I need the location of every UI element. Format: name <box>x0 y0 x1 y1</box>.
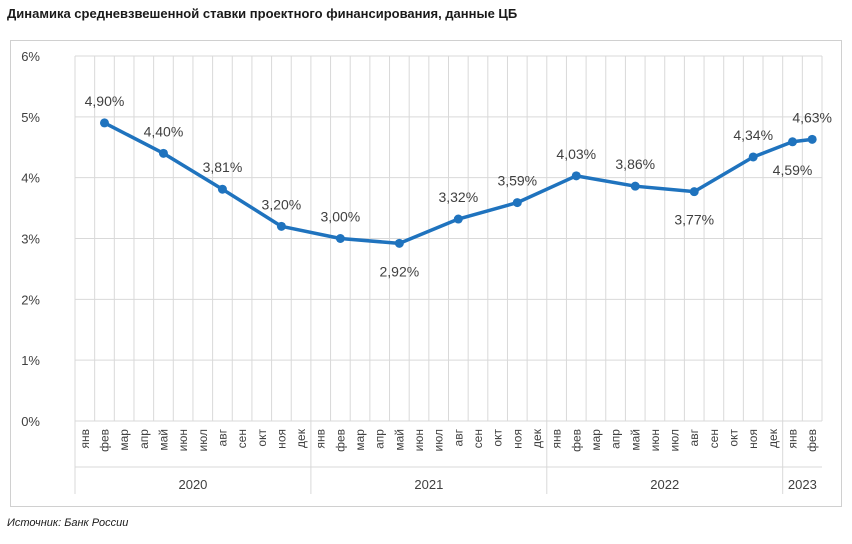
year-label: 2020 <box>178 477 207 492</box>
x-tick-label-month: янв <box>78 429 92 449</box>
chart-title: Динамика средневзвешенной ставки проектн… <box>7 6 518 21</box>
x-tick-label-month: окт <box>491 429 505 447</box>
x-tick-label-month: июн <box>176 429 190 451</box>
x-tick-label-month: авг <box>451 428 465 446</box>
x-tick-label-month: апр <box>609 429 623 449</box>
data-point <box>689 187 699 197</box>
data-point <box>571 171 581 181</box>
y-tick-label: 5% <box>21 110 40 125</box>
data-point <box>788 137 798 147</box>
x-tick-label-month: май <box>628 429 642 451</box>
x-tick-label-month: ноя <box>746 429 760 449</box>
data-point <box>512 198 522 208</box>
source-note: Источник: Банк России <box>7 517 129 529</box>
data-label: 3,59% <box>497 173 537 189</box>
x-tick-label-month: авг <box>215 428 229 446</box>
data-label: 3,32% <box>438 189 478 205</box>
data-point <box>807 134 817 144</box>
x-tick-label-month: сен <box>235 429 249 448</box>
x-tick-label-month: дек <box>530 428 544 448</box>
chart-frame <box>10 40 842 507</box>
x-tick-label-month: фев <box>569 429 583 452</box>
x-tick-label-month: июл <box>196 429 210 451</box>
x-tick-label-month: июн <box>412 429 426 451</box>
data-point <box>276 221 286 231</box>
year-label: 2021 <box>414 477 443 492</box>
x-tick-label-month: апр <box>137 429 151 449</box>
x-tick-label-month: окт <box>255 429 269 447</box>
data-label: 2,92% <box>380 263 420 279</box>
x-tick-label-month: ноя <box>274 429 288 449</box>
x-tick-label-month: ноя <box>510 429 524 449</box>
data-label: 3,20% <box>262 196 302 212</box>
data-label: 4,03% <box>556 146 596 162</box>
data-label: 4,59% <box>773 162 813 178</box>
data-point <box>335 234 345 243</box>
data-label: 4,63% <box>792 109 832 125</box>
data-label: 3,77% <box>674 212 714 228</box>
data-point <box>158 148 168 158</box>
x-tick-label-month: дек <box>294 428 308 448</box>
data-point <box>748 152 758 162</box>
y-tick-label: 6% <box>21 49 40 64</box>
y-tick-label: 0% <box>21 414 40 429</box>
x-tick-label-month: июл <box>668 429 682 451</box>
x-tick-label-month: дек <box>766 428 780 448</box>
y-tick-label: 4% <box>21 171 40 186</box>
x-tick-label-month: янв <box>786 429 800 449</box>
data-label: 3,81% <box>203 159 243 175</box>
x-tick-label-month: июн <box>648 429 662 451</box>
x-tick-label-month: июл <box>432 429 446 451</box>
year-label: 2022 <box>650 477 679 492</box>
data-label: 3,86% <box>615 156 655 172</box>
x-tick-label-month: апр <box>373 429 387 449</box>
x-tick-label-month: мар <box>353 429 367 451</box>
data-label: 4,90% <box>85 93 125 109</box>
x-tick-label-month: сен <box>471 429 485 448</box>
data-label: 4,34% <box>733 127 773 143</box>
x-tick-label-month: янв <box>314 429 328 449</box>
data-point <box>453 214 463 224</box>
x-tick-label-month: фев <box>805 429 819 452</box>
x-tick-label-month: янв <box>550 429 564 449</box>
data-point <box>394 238 404 248</box>
data-point <box>99 118 109 128</box>
series-line <box>102 121 814 246</box>
x-tick-label-month: май <box>156 429 170 451</box>
x-tick-label-month: авг <box>687 428 701 446</box>
x-tick-label-month: фев <box>333 429 347 452</box>
y-tick-label: 2% <box>21 292 40 307</box>
x-tick-label-month: фев <box>97 429 111 452</box>
data-point <box>630 181 640 191</box>
data-point <box>217 184 227 194</box>
y-tick-label: 1% <box>21 353 40 368</box>
x-tick-label-month: май <box>392 429 406 451</box>
x-tick-label-month: мар <box>589 429 603 451</box>
year-label: 2023 <box>788 477 817 492</box>
x-tick-label-month: окт <box>727 429 741 447</box>
data-label: 4,40% <box>144 123 184 139</box>
x-tick-label-month: мар <box>117 429 131 451</box>
y-tick-label: 3% <box>21 232 40 247</box>
data-label: 3,00% <box>321 209 361 225</box>
x-tick-label-month: сен <box>707 429 721 448</box>
